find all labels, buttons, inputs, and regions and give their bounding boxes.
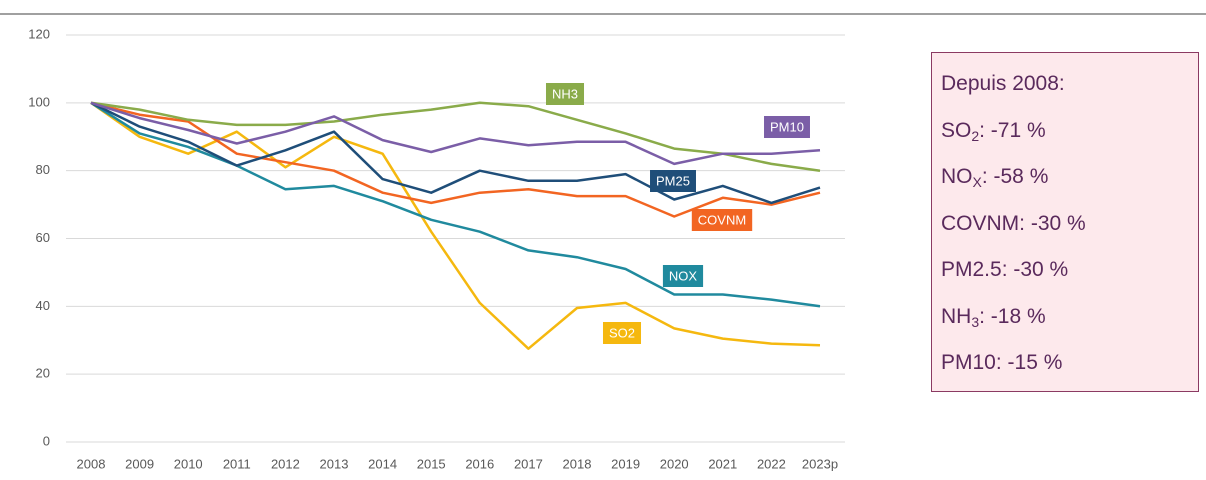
item-text: COVNM: -30 % <box>941 211 1086 235</box>
x-tick-label: 2011 <box>223 456 251 471</box>
series-label-bg <box>662 265 704 287</box>
item-subscript: 3 <box>971 313 980 330</box>
x-tick-label: 2021 <box>708 456 737 471</box>
box-item: NH3: -18 % <box>941 300 1198 347</box>
series-label: SO2 <box>609 325 635 340</box>
box-item: PM2.5: -30 % <box>941 253 1198 300</box>
box-item: PM10: -15 % <box>941 346 1198 393</box>
summary-box: Depuis 2008: SO2: -71 % NOX: -58 % COVNM: -… <box>931 52 1199 392</box>
series-label: PM10 <box>770 119 804 134</box>
box-item: COVNM: -30 % <box>941 207 1198 254</box>
x-tick-label: 2013 <box>320 456 349 471</box>
item-text: PM10: -15 % <box>941 351 1063 374</box>
series-label-bg <box>650 170 696 192</box>
series-line <box>90 101 821 205</box>
y-tick-label: 20 <box>36 366 50 381</box>
y-tick-label: 100 <box>28 94 50 109</box>
y-tick-label: 60 <box>36 230 50 245</box>
box-item: NOX: -58 % <box>941 160 1198 207</box>
series-label-bg <box>764 116 810 138</box>
series-line <box>90 101 821 350</box>
series-label: COVNM <box>698 212 746 227</box>
x-tick-label: 2018 <box>563 456 592 471</box>
x-tick-label: 2020 <box>660 456 689 471</box>
item-text: SO <box>941 118 972 142</box>
series-label: NH3 <box>552 86 578 101</box>
series-label: NOX <box>669 268 698 283</box>
x-tick-label: 2015 <box>417 456 446 471</box>
item-subscript: 2 <box>971 127 980 144</box>
item-value: : -58 % <box>981 165 1049 188</box>
x-tick-label: 2019 <box>611 456 640 471</box>
box-item: SO2: -71 % <box>941 114 1198 161</box>
item-value: : -18 % <box>979 304 1046 328</box>
series-line <box>90 101 821 172</box>
x-tick-label: 2009 <box>125 456 154 471</box>
series-line <box>90 101 821 166</box>
x-tick-label: 2014 <box>368 456 397 471</box>
series-line <box>90 101 821 308</box>
series-label-bg <box>602 322 642 344</box>
series-label: PM25 <box>656 173 690 188</box>
x-tick-label: 2017 <box>514 456 543 471</box>
item-text: NO <box>941 165 973 188</box>
y-tick-label: 120 <box>28 26 50 41</box>
item-text: PM2.5: -30 % <box>941 258 1069 281</box>
series-label-bg <box>691 209 753 231</box>
x-tick-label: 2008 <box>77 456 106 471</box>
y-tick-label: 0 <box>43 433 50 448</box>
item-text: NH <box>941 304 972 328</box>
y-tick-label: 40 <box>36 298 50 313</box>
x-tick-label: 2012 <box>271 456 300 471</box>
x-tick-label: 2023p <box>802 456 838 471</box>
item-subscript: X <box>972 174 982 190</box>
x-tick-label: 2010 <box>174 456 203 471</box>
x-tick-label: 2022 <box>757 456 786 471</box>
x-tick-label: 2016 <box>465 456 494 471</box>
y-tick-label: 80 <box>36 162 50 177</box>
box-title: Depuis 2008: <box>941 72 1065 95</box>
series-label-bg <box>545 83 585 105</box>
item-value: : -71 % <box>979 118 1046 142</box>
